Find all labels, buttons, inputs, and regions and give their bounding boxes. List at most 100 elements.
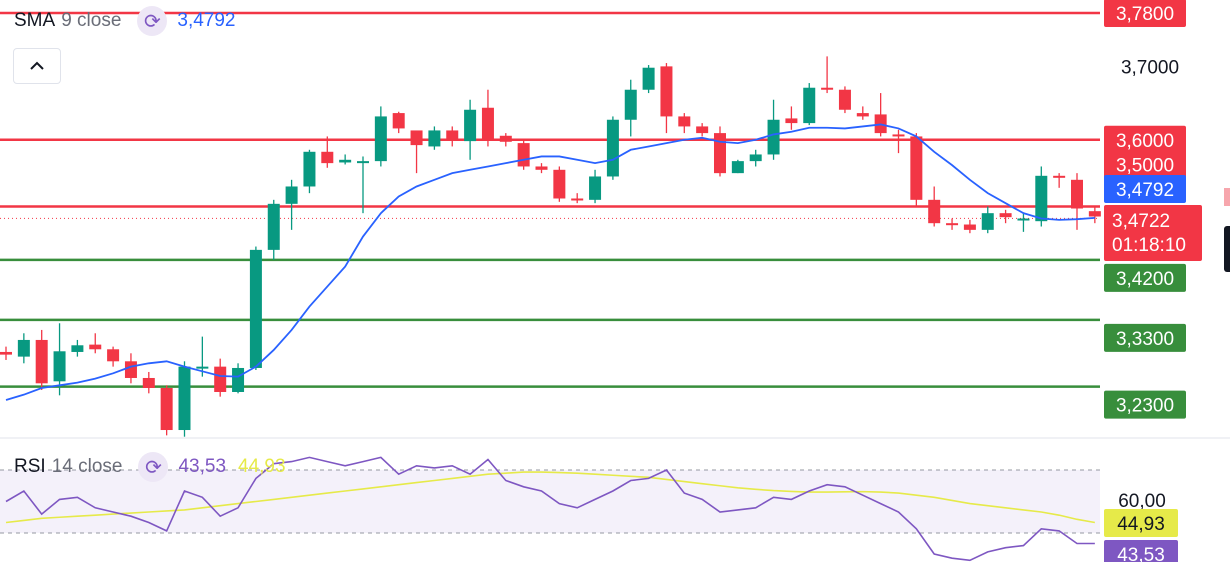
level-badge-label: 3,2300 [1116, 396, 1174, 417]
candle[interactable] [838, 89, 851, 110]
candle[interactable] [232, 367, 245, 392]
candle[interactable] [749, 154, 762, 162]
candle[interactable] [321, 151, 334, 164]
candle[interactable] [803, 87, 816, 124]
candle[interactable] [17, 339, 30, 357]
candle[interactable] [142, 377, 155, 388]
candle[interactable] [767, 119, 780, 155]
candle[interactable] [89, 344, 102, 350]
candle[interactable] [339, 159, 352, 163]
candle[interactable] [1035, 175, 1048, 222]
rsi-tick-label: 60,00 [1118, 491, 1166, 512]
candle[interactable] [678, 116, 691, 127]
candle[interactable] [821, 87, 834, 90]
candle[interactable] [124, 361, 137, 378]
candle[interactable] [696, 126, 709, 134]
candle[interactable] [392, 113, 405, 129]
candle[interactable] [571, 198, 584, 201]
candle[interactable] [267, 203, 280, 250]
candle[interactable] [642, 67, 655, 90]
candle[interactable] [731, 161, 744, 174]
candle[interactable] [535, 166, 548, 170]
candle[interactable] [856, 113, 869, 117]
candle[interactable] [963, 224, 976, 230]
candle[interactable] [785, 118, 798, 124]
candle[interactable] [303, 151, 316, 187]
candle[interactable] [910, 136, 923, 200]
candle[interactable] [1053, 175, 1066, 178]
chevron-up-icon [30, 61, 44, 70]
candle[interactable] [714, 133, 726, 174]
candle[interactable] [53, 351, 66, 382]
last-price-badge [1104, 205, 1202, 261]
sma-legend[interactable]: SMA 9 close ⟳ 3,4792 [14, 6, 236, 36]
candle[interactable] [1071, 179, 1083, 209]
candle[interactable] [1088, 211, 1101, 217]
candle[interactable] [892, 134, 905, 137]
candle[interactable] [249, 249, 262, 368]
candle[interactable] [357, 161, 369, 164]
candle[interactable] [553, 169, 566, 199]
sma-price-badge-label: 3,4792 [1116, 180, 1174, 201]
candle[interactable] [446, 130, 459, 140]
candle[interactable] [999, 213, 1012, 218]
candle[interactable] [517, 143, 530, 167]
candle[interactable] [214, 366, 227, 392]
level-badge-support[interactable] [1104, 323, 1186, 352]
level-badge-resistance[interactable] [1104, 0, 1186, 27]
sma-legend-name: SMA [14, 10, 56, 31]
rsi-legend-value-ma: 44,93 [238, 456, 286, 477]
rsi-legend-params: 14 close [51, 456, 123, 477]
sma-line[interactable] [5, 123, 1095, 401]
candle[interactable] [624, 89, 637, 120]
collapse-button[interactable] [13, 48, 61, 84]
candle[interactable] [410, 130, 423, 146]
candle[interactable] [946, 223, 959, 226]
rsi-badge-rsi [1104, 540, 1178, 562]
level-badge-label: 3,4200 [1116, 269, 1174, 290]
level-badge-support[interactable] [1104, 390, 1186, 419]
candle[interactable] [464, 109, 477, 142]
candle[interactable] [374, 116, 387, 162]
candle[interactable] [285, 186, 298, 204]
candle[interactable] [928, 199, 941, 224]
candle[interactable] [481, 107, 494, 140]
candle[interactable] [160, 387, 173, 431]
last-price-badge-label: 3,4722 [1112, 211, 1170, 232]
rsi-badge-rsi_ma [1104, 509, 1178, 537]
candle[interactable] [428, 130, 441, 147]
candle[interactable] [71, 345, 84, 352]
rsi-line[interactable] [5, 456, 1095, 562]
candle[interactable] [35, 339, 48, 384]
rsi-legend-value: 43,53 [178, 456, 227, 477]
candle[interactable] [606, 119, 619, 177]
sma-price-badge [1104, 175, 1186, 203]
candle[interactable] [499, 135, 512, 142]
candle[interactable] [178, 366, 191, 431]
rsi-band [0, 470, 1100, 533]
level-badge-resistance[interactable] [1104, 150, 1186, 179]
candle[interactable] [1017, 218, 1030, 221]
sma-legend-params: 9 close [61, 10, 122, 31]
right-edge-handle[interactable] [1224, 226, 1230, 272]
level-badge-label: 3,5000 [1116, 156, 1174, 177]
rsi-legend[interactable]: RSI 14 close ⟳ 43,53 44,93 [14, 452, 286, 482]
rsi-badge-label: 43,53 [1117, 545, 1165, 562]
refresh-icon[interactable]: ⟳ [137, 6, 168, 36]
right-edge-marker [1224, 188, 1230, 206]
candle[interactable] [660, 66, 673, 117]
candle[interactable] [589, 176, 602, 200]
candle[interactable] [196, 366, 209, 369]
level-badge-label: 3,7800 [1116, 4, 1174, 25]
level-badge-resistance[interactable] [1104, 125, 1186, 154]
rsi-ma-line[interactable] [5, 471, 1095, 524]
candle[interactable] [107, 349, 120, 362]
refresh-icon[interactable]: ⟳ [138, 452, 169, 482]
price-tick-label: 3,7000 [1121, 57, 1179, 78]
candle[interactable] [981, 213, 994, 230]
level-badge-label: 3,3300 [1116, 329, 1174, 350]
level-badge-support[interactable] [1104, 263, 1186, 292]
rsi-legend-name: RSI [14, 456, 46, 477]
candle[interactable] [0, 351, 12, 355]
